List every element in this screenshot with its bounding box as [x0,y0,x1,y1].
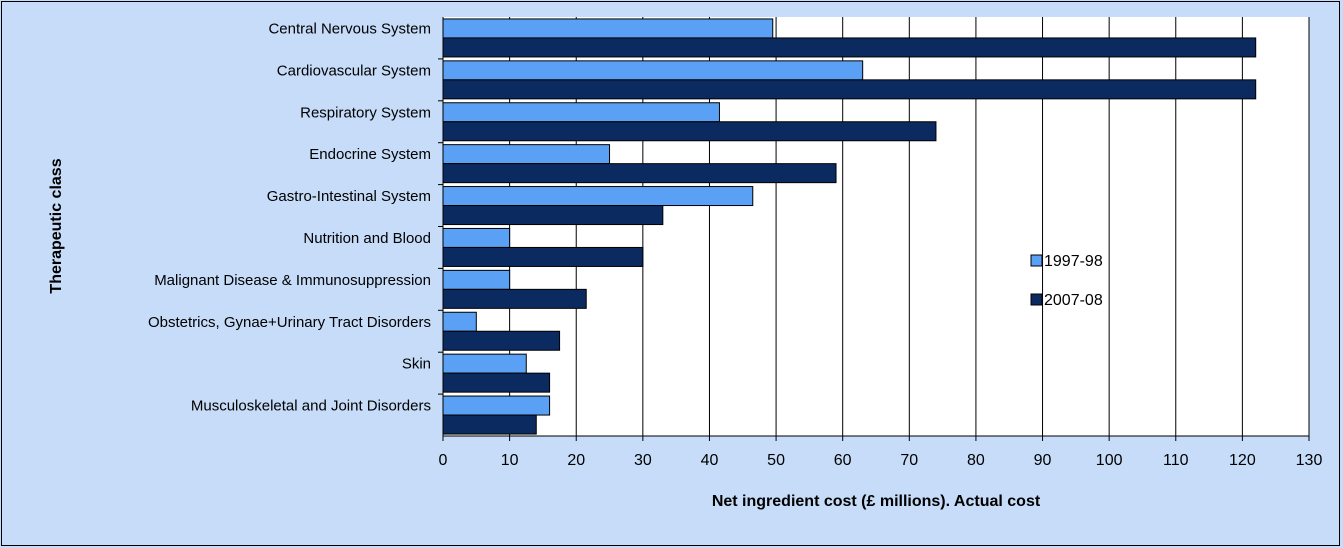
bar-1997-98 [442,18,774,39]
x-tick-labels: 0 10 20 30 40 50 60 70 80 90 100 110 120 130 [439,436,1323,469]
x-tick-label: 30 [634,452,652,469]
bar-2007-08 [442,330,561,351]
bar-2007-08 [442,79,1257,100]
category-ticks [438,58,443,395]
legend-swatch [1030,293,1043,306]
x-tick-label: 110 [1163,452,1189,469]
x-axis-title: Net ingredient cost (£ millions). Actual… [712,493,1041,510]
x-tick-label: 20 [567,452,585,469]
category-labels: Central Nervous System Cardiovascular Sys… [148,20,431,414]
x-tick-label: 80 [967,452,985,469]
y-axis-title: Therapeutic class [48,158,65,293]
legend-label: 1997-98 [1044,253,1103,270]
bar-2007-08 [442,163,837,184]
bar-1997-98 [442,227,511,248]
category-label: Central Nervous System [268,20,431,37]
category-label: Skin [402,356,431,373]
x-tick-label: 0 [439,452,448,469]
category-label: Musculoskeletal and Joint Disorders [191,398,431,415]
bar-1997-98 [442,60,864,81]
bar-1997-98 [442,311,477,332]
bar-1997-98 [442,102,720,123]
legend-swatch [1030,254,1043,267]
bar-2007-08 [442,288,587,309]
category-label: Nutrition and Blood [303,230,431,247]
x-tick-label: 70 [900,452,918,469]
x-tick-label: 90 [1034,452,1052,469]
bar-2007-08 [442,121,937,142]
x-tick-label: 100 [1096,452,1123,469]
bar-2007-08 [442,372,551,393]
category-label: Cardiovascular System [277,62,431,79]
bar-1997-98 [442,353,527,374]
bar-1997-98 [442,186,754,207]
x-tick-label: 40 [701,452,719,469]
bar-2007-08 [442,37,1257,58]
x-tick-label: 60 [834,452,852,469]
legend-label: 2007-08 [1044,292,1103,309]
bar-2007-08 [442,246,644,267]
bar-2007-08 [442,205,664,226]
x-tick-label: 10 [501,452,519,469]
bars [442,18,1257,435]
x-tick-label: 50 [767,452,785,469]
legend: 1997-98 2007-08 [1030,253,1103,309]
category-label: Obstetrics, Gynae+Urinary Tract Disorder… [148,314,431,331]
x-tick-label: 120 [1229,452,1256,469]
bar-2007-08 [442,414,537,435]
bar-1997-98 [442,269,511,290]
x-tick-label: 130 [1296,452,1323,469]
category-label: Respiratory System [300,104,431,121]
category-label: Gastro-Intestinal System [267,188,431,205]
category-label: Endocrine System [309,146,431,163]
bar-1997-98 [442,395,551,416]
bar-1997-98 [442,144,611,165]
category-label: Malignant Disease & Immunosuppression [154,272,431,289]
